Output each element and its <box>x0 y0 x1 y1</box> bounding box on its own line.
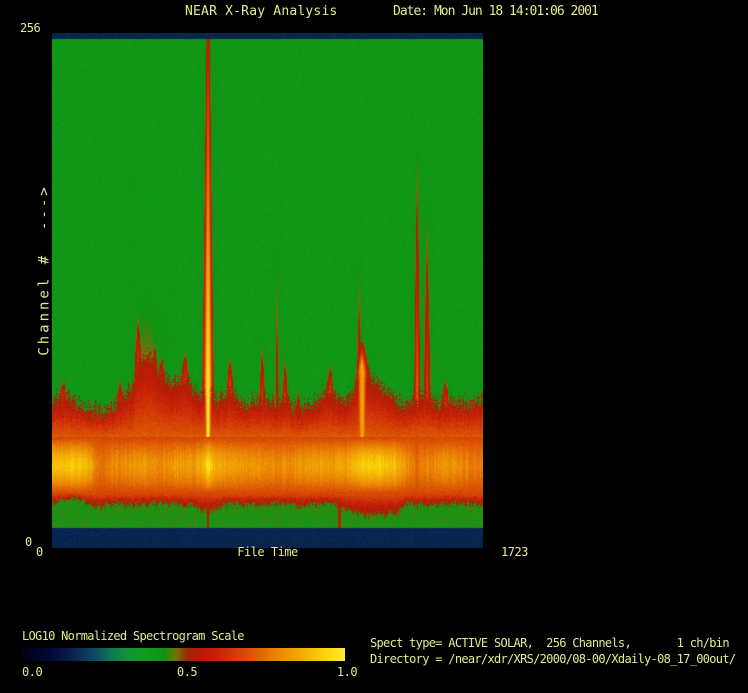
y-axis-label: Channel # ---> <box>36 184 53 356</box>
colorbar-canvas <box>22 648 345 661</box>
window-title: NEAR X-Ray Analysis <box>185 4 338 19</box>
spectrogram-canvas <box>52 33 483 548</box>
colorbar-tick-min: 0.0 <box>22 665 43 679</box>
date-label: Date: Mon Jun 18 14:01:06 2001 <box>393 4 599 19</box>
spect-type-line: Spect type= ACTIVE SOLAR, 256 Channels, … <box>370 636 730 650</box>
directory-line: Directory = /near/xdr/XRS/2000/08-00/Xda… <box>370 652 736 666</box>
colorbar-tick-max: 1.0 <box>336 665 358 679</box>
colorbar-title: LOG10 Normalized Spectrogram Scale <box>22 629 245 643</box>
colorbar-tick-mid: 0.5 <box>176 665 198 679</box>
y-axis-max-label: 256 <box>20 21 41 35</box>
x-axis-title: File Time <box>237 545 298 559</box>
x-axis-min-label: 0 <box>36 545 43 559</box>
x-axis-max-label: 1723 <box>501 545 528 559</box>
y-axis-min-label: 0 <box>25 535 32 549</box>
